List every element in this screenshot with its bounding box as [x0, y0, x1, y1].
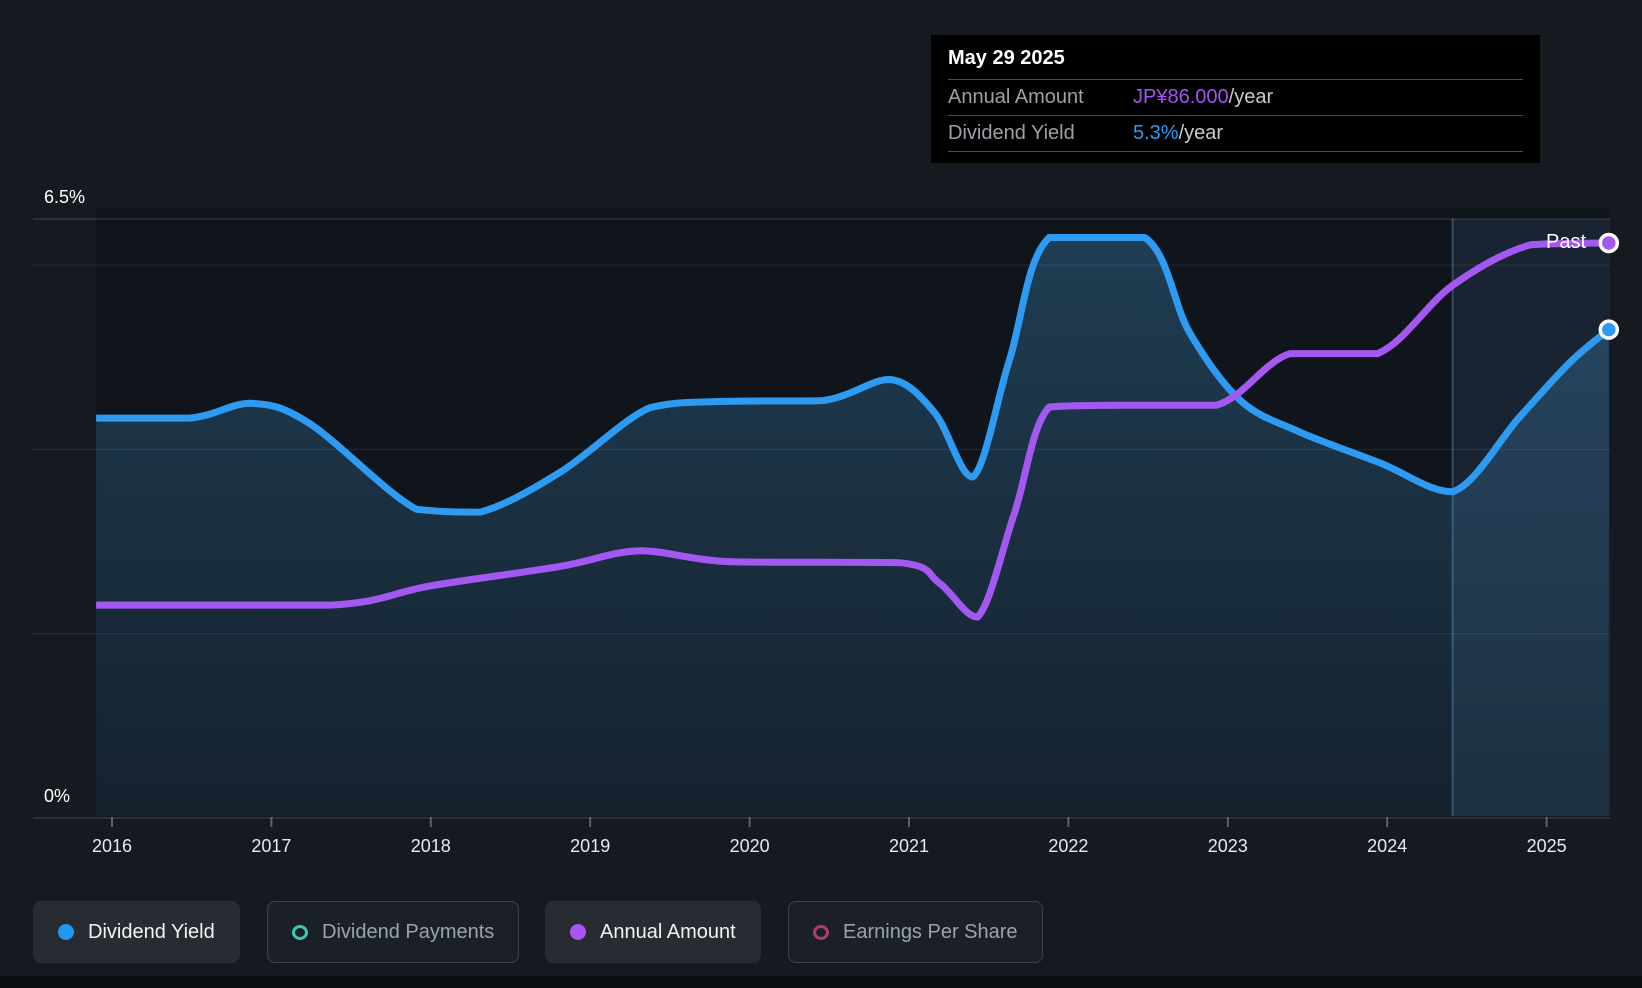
annual-amount-line	[96, 239, 1609, 621]
earnings-per-share-ring-icon	[813, 924, 829, 940]
legend-annual-amount-label: Annual Amount	[600, 920, 736, 943]
legend-earnings-per-share-label: Earnings Per Share	[843, 920, 1018, 943]
dividend-yield-line	[96, 233, 1612, 516]
tooltip-annual-amount-value: JP¥86.000	[1133, 86, 1229, 108]
legend-dividend-payments-label: Dividend Payments	[322, 920, 495, 943]
annual-amount-end-marker	[1598, 232, 1620, 254]
past-period-band	[1452, 219, 1610, 816]
tooltip-dividend-yield-label: Dividend Yield	[948, 122, 1075, 144]
tooltip-row-dividend-yield: Dividend Yield 5.3% /year	[948, 115, 1523, 152]
x-label-2021: 2021	[889, 836, 929, 856]
tooltip-dividend-yield-value: 5.3%	[1133, 122, 1179, 144]
x-label-2023: 2023	[1208, 836, 1248, 856]
legend-annual-amount-button[interactable]: Annual Amount	[545, 901, 761, 963]
legend-earnings-per-share-button[interactable]: Earnings Per Share	[788, 901, 1043, 963]
x-label-2017: 2017	[251, 836, 291, 856]
tooltip-annual-amount-label: Annual Amount	[948, 86, 1084, 108]
chart-tooltip: May 29 2025 Annual Amount JP¥86.000 /yea…	[931, 35, 1540, 163]
x-label-2019: 2019	[570, 836, 610, 856]
x-label-2018: 2018	[411, 836, 451, 856]
dividend-yield-area	[96, 237, 1609, 816]
tooltip-annual-amount-suffix: /year	[1228, 86, 1274, 108]
bottom-panel-edge	[0, 976, 1642, 988]
tooltip-row-annual-amount: Annual Amount JP¥86.000 /year	[948, 79, 1523, 115]
dividend-yield-dot-icon	[58, 924, 74, 940]
legend-dividend-yield-button[interactable]: Dividend Yield	[33, 901, 240, 963]
annual-amount-dot-icon	[570, 924, 586, 940]
x-label-2016: 2016	[92, 836, 132, 856]
past-label: Past	[1546, 231, 1587, 253]
dividend-yield-end-marker	[1598, 319, 1620, 340]
legend-dividend-payments-button[interactable]: Dividend Payments	[267, 901, 520, 963]
x-label-2020: 2020	[730, 836, 770, 856]
legend-dividend-yield-label: Dividend Yield	[88, 920, 215, 943]
dividend-payments-ring-icon	[292, 924, 308, 940]
x-label-2025: 2025	[1527, 836, 1567, 856]
chart-legend: Dividend Yield Dividend Payments Annual …	[0, 901, 1642, 963]
y-label-6.5pct: 6.5%	[44, 187, 85, 207]
tooltip-date: May 29 2025	[948, 47, 1065, 69]
y-label-0pct: 0%	[44, 786, 70, 806]
tooltip-dividend-yield-suffix: /year	[1178, 122, 1224, 144]
x-label-2024: 2024	[1367, 836, 1407, 856]
x-label-2022: 2022	[1048, 836, 1088, 856]
